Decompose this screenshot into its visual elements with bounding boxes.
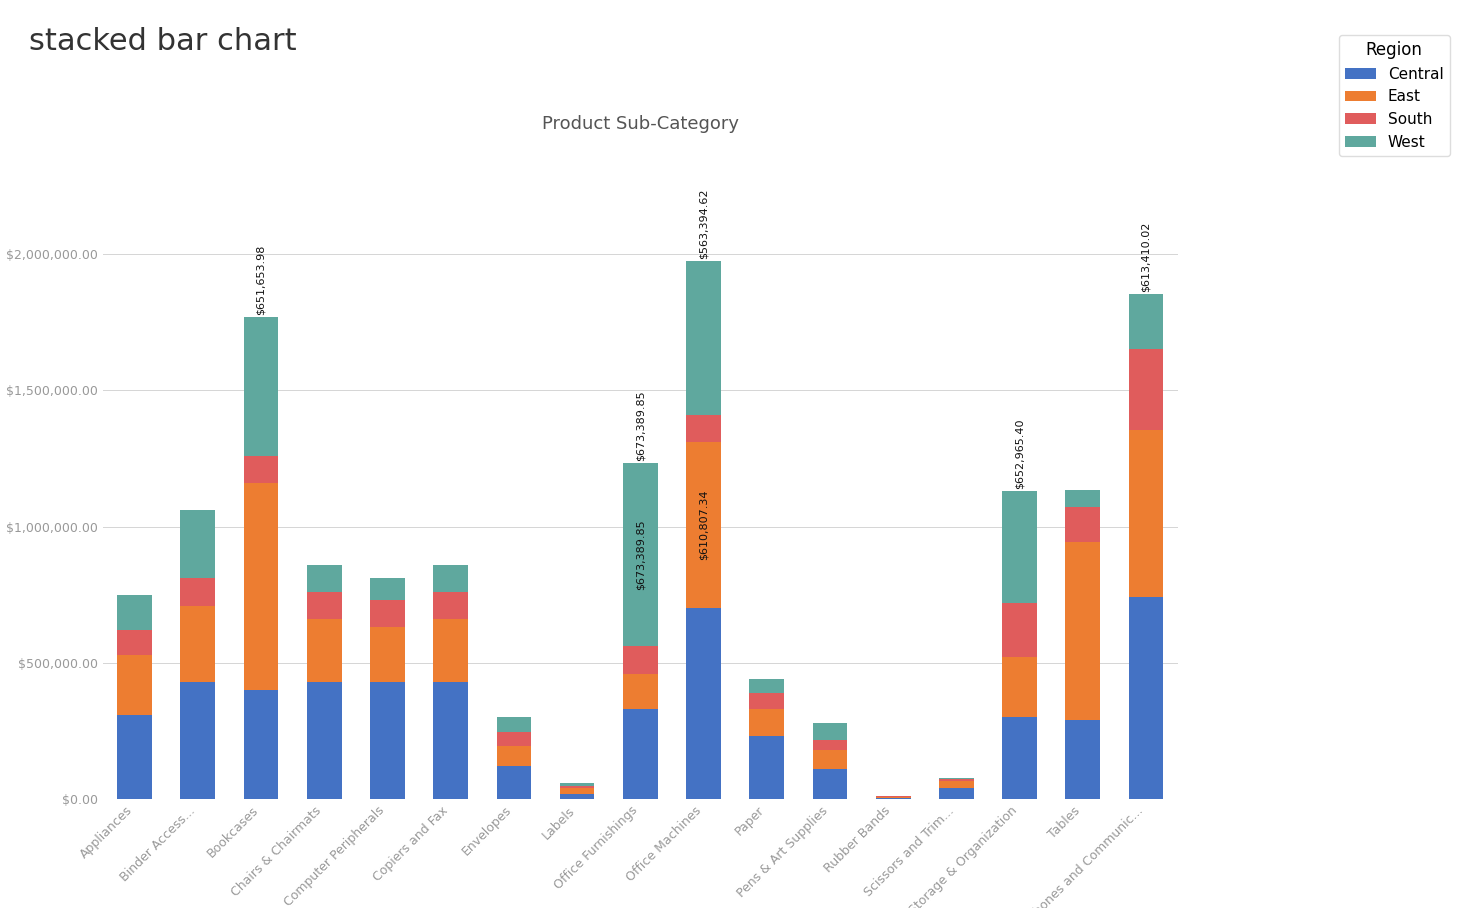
Text: stacked bar chart: stacked bar chart (29, 27, 297, 56)
Bar (749, 679, 785, 693)
Bar (939, 779, 974, 781)
Bar (939, 781, 974, 788)
Text: $651,653.98: $651,653.98 (256, 244, 266, 315)
Bar (1129, 349, 1163, 430)
Bar (749, 709, 785, 736)
Bar (181, 682, 215, 799)
Bar (433, 592, 468, 619)
Bar (1066, 507, 1100, 542)
Bar (813, 724, 848, 740)
Bar (813, 750, 848, 769)
Bar (813, 769, 848, 799)
Bar (559, 794, 595, 799)
Bar (1002, 717, 1036, 799)
Bar (813, 740, 848, 750)
Bar (939, 788, 974, 799)
Bar (876, 798, 911, 799)
Text: $652,965.40: $652,965.40 (1014, 419, 1025, 489)
Bar (496, 766, 531, 799)
Bar (1129, 597, 1163, 799)
Bar (244, 456, 278, 483)
Bar (369, 682, 405, 799)
Bar (939, 777, 974, 779)
Bar (306, 619, 342, 682)
Bar (686, 608, 721, 799)
Bar (369, 627, 405, 682)
Bar (1129, 294, 1163, 349)
Bar (1002, 491, 1036, 603)
Text: $613,410.02: $613,410.02 (1141, 222, 1151, 292)
Bar (623, 463, 658, 646)
Bar (118, 630, 152, 655)
Bar (749, 736, 785, 799)
Bar (181, 578, 215, 606)
Bar (306, 565, 342, 592)
Bar (749, 693, 785, 709)
Bar (118, 595, 152, 630)
Bar (181, 510, 215, 578)
Bar (559, 785, 595, 788)
Bar (306, 682, 342, 799)
Bar (623, 674, 658, 709)
Bar (369, 600, 405, 627)
Text: $563,394.62: $563,394.62 (699, 189, 708, 259)
Bar (1002, 603, 1036, 657)
Bar (559, 788, 595, 794)
Bar (433, 619, 468, 682)
Bar (686, 415, 721, 442)
Title: Product Sub-Category: Product Sub-Category (542, 114, 739, 133)
Bar (686, 442, 721, 608)
Bar (118, 715, 152, 799)
Legend: Central, East, South, West: Central, East, South, West (1340, 35, 1450, 155)
Bar (686, 262, 721, 415)
Bar (244, 690, 278, 799)
Bar (1129, 430, 1163, 597)
Text: $673,389.85: $673,389.85 (636, 519, 645, 590)
Bar (496, 717, 531, 732)
Bar (1066, 542, 1100, 720)
Bar (181, 606, 215, 682)
Bar (306, 592, 342, 619)
Bar (433, 682, 468, 799)
Bar (623, 646, 658, 674)
Bar (369, 578, 405, 600)
Text: $673,389.85: $673,389.85 (636, 390, 645, 461)
Bar (1066, 490, 1100, 507)
Bar (623, 709, 658, 799)
Bar (118, 655, 152, 715)
Bar (433, 565, 468, 592)
Bar (1066, 720, 1100, 799)
Bar (244, 483, 278, 690)
Bar (496, 732, 531, 746)
Text: $610,807.34: $610,807.34 (699, 490, 708, 560)
Bar (496, 746, 531, 766)
Bar (559, 783, 595, 785)
Bar (244, 317, 278, 456)
Bar (1002, 657, 1036, 717)
